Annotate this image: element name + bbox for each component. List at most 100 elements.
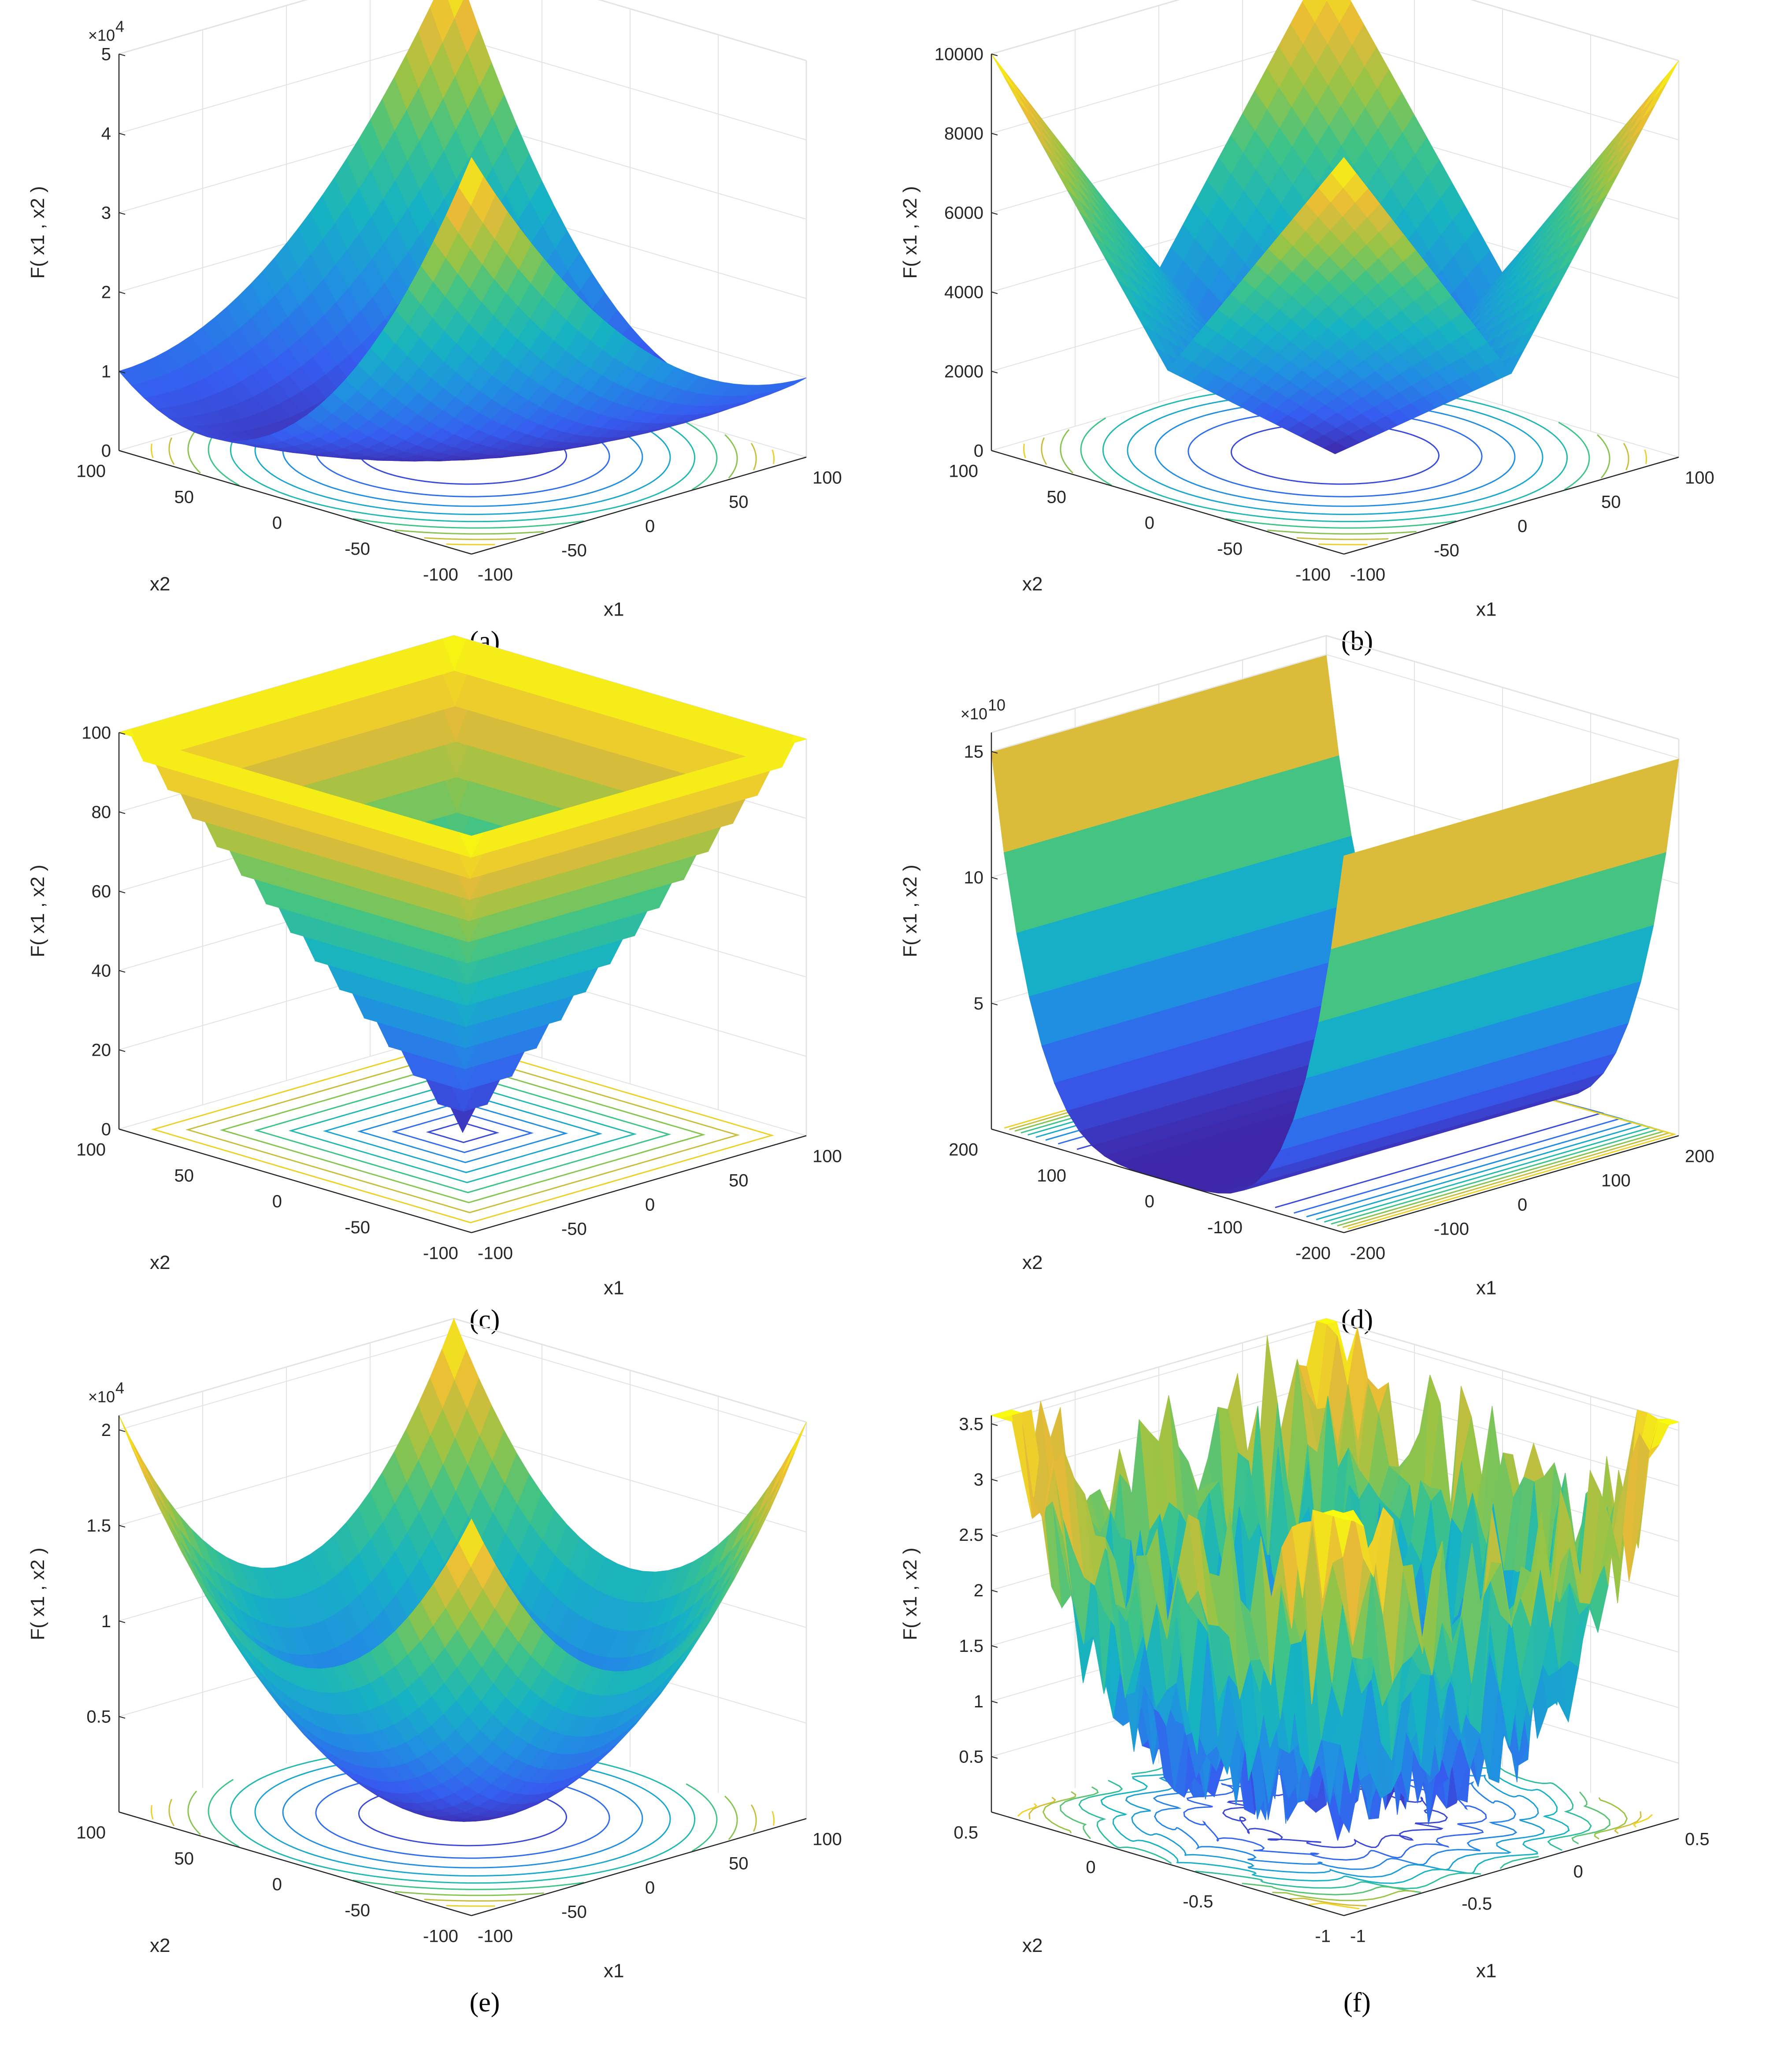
x1-tick-label: 0 <box>1517 517 1527 536</box>
z-exponent: 4 <box>115 18 124 36</box>
contour-line <box>426 1121 500 1143</box>
x1-tick-label: 200 <box>1685 1147 1714 1166</box>
x1-tick-label: -100 <box>478 565 513 585</box>
surface-plot-f: 0.511.522.533.50.50-0.5-1 -1-0.500.5F( x1… <box>899 1317 1710 1982</box>
surface-patch <box>1004 76 1029 114</box>
floor-contours <box>150 1724 775 1907</box>
z-tick <box>119 732 126 735</box>
z-tick-label: 60 <box>92 882 111 901</box>
x1-axis-label: x1 <box>604 1277 624 1299</box>
contour-line <box>185 1051 740 1213</box>
x1-tick-label: 100 <box>813 1147 842 1166</box>
x1-tick-label: -100 <box>478 1927 513 1946</box>
contour-line <box>219 1061 706 1203</box>
x1-axis-line <box>471 1135 807 1233</box>
contour-line <box>315 1772 610 1859</box>
surface <box>990 1318 1680 1841</box>
x2-tick-label: 50 <box>174 487 194 507</box>
surface-patch <box>1331 157 1356 188</box>
z-tick-label: 1 <box>101 1612 111 1631</box>
x1-tick-label: 0 <box>1517 1195 1527 1215</box>
surface-patch <box>458 832 484 858</box>
x2-tick-label: 0 <box>1145 513 1154 533</box>
z-tick-label: 1.5 <box>86 1516 111 1536</box>
x2-tick-label: 50 <box>174 1849 194 1868</box>
surface-patch <box>1654 60 1679 98</box>
surface <box>991 655 1679 1194</box>
z-tick-label: 10000 <box>935 45 983 64</box>
z-tick <box>119 291 126 294</box>
contour-line <box>1041 367 1629 540</box>
surface-patch <box>1331 852 1356 950</box>
panel-caption: (c) <box>469 1305 500 1335</box>
contour-line <box>208 1740 718 1890</box>
x1-axis-label: x1 <box>1476 1277 1496 1299</box>
surface-patch <box>458 157 484 206</box>
panel-a: 0 1 2 3 4 5 ×10 4 100 50 0 -50 -100 -100 -50 0 50 100 F( x… <box>27 0 903 696</box>
z-tick <box>991 53 998 56</box>
z-tick <box>119 811 126 814</box>
x1-tick-label: 100 <box>1685 468 1714 488</box>
z-tick <box>991 291 998 294</box>
z-tick-label: 6000 <box>944 204 983 223</box>
contour-line <box>230 1747 696 1884</box>
x1-tick-label: 50 <box>1601 493 1621 512</box>
contour-line <box>1080 379 1590 529</box>
contour-line <box>1154 401 1516 507</box>
x2-tick-label: 200 <box>949 1140 978 1160</box>
x2-tick-label: 0 <box>272 513 282 533</box>
x2-tick-label: 100 <box>949 462 978 481</box>
x1-tick-label: -100 <box>478 1244 513 1263</box>
x1-tick-label: -100 <box>1434 1220 1469 1239</box>
z-tick <box>991 212 998 215</box>
z-tick-label: 40 <box>92 961 111 981</box>
x1-axis-line <box>1343 1135 1679 1233</box>
z-tick-label: 2000 <box>944 362 983 382</box>
z-tick <box>119 1525 126 1528</box>
floor-contours <box>151 1041 775 1224</box>
x2-axis-line <box>119 1811 472 1916</box>
x2-axis-label: x2 <box>1022 573 1043 595</box>
z-tick-label: 10 <box>964 868 984 887</box>
z-tick-label: 5 <box>101 45 111 64</box>
z-tick-label: 1 <box>101 362 111 382</box>
surface-patch <box>1016 91 1041 128</box>
z-tick-label: 15 <box>964 742 984 761</box>
x1-tick-label: 50 <box>729 493 749 512</box>
x2-axis-label: x2 <box>150 1935 170 1956</box>
x2-tick-label: -50 <box>345 539 370 559</box>
z-tick <box>991 133 998 136</box>
x1-axis-label: x1 <box>604 599 624 620</box>
z-tick <box>119 212 126 215</box>
x2-tick-label: -50 <box>1217 539 1243 559</box>
x1-tick-label: 100 <box>813 1830 842 1849</box>
z-axis-label: F( x1 , x2 ) <box>27 186 48 278</box>
contour-line <box>1023 362 1647 545</box>
grid-line <box>991 0 1679 61</box>
surface-patch <box>142 1461 168 1512</box>
contour-line <box>288 1081 637 1183</box>
z-tick-label: 2 <box>101 283 111 302</box>
x1-tick-label: 0 <box>645 1878 655 1898</box>
contour-line <box>391 1111 534 1154</box>
contour-line <box>1187 410 1483 497</box>
contour-line <box>1060 373 1610 535</box>
x1-tick-label: 0 <box>645 517 655 536</box>
x2-tick-label: 100 <box>1037 1166 1066 1185</box>
contour-line <box>1231 423 1440 485</box>
panel-caption: (e) <box>469 1988 500 2018</box>
x1-tick-label: 100 <box>1601 1171 1631 1191</box>
z-tick-label: 100 <box>82 723 111 743</box>
contour-line <box>187 373 738 535</box>
z-tick-label: 80 <box>92 803 111 822</box>
contour-line <box>1028 1724 1642 1907</box>
surface-patch <box>991 54 1017 92</box>
x2-tick-label: -100 <box>423 1244 458 1263</box>
z-tick-label: 4000 <box>944 283 983 302</box>
z-tick-label: 20 <box>92 1041 111 1060</box>
